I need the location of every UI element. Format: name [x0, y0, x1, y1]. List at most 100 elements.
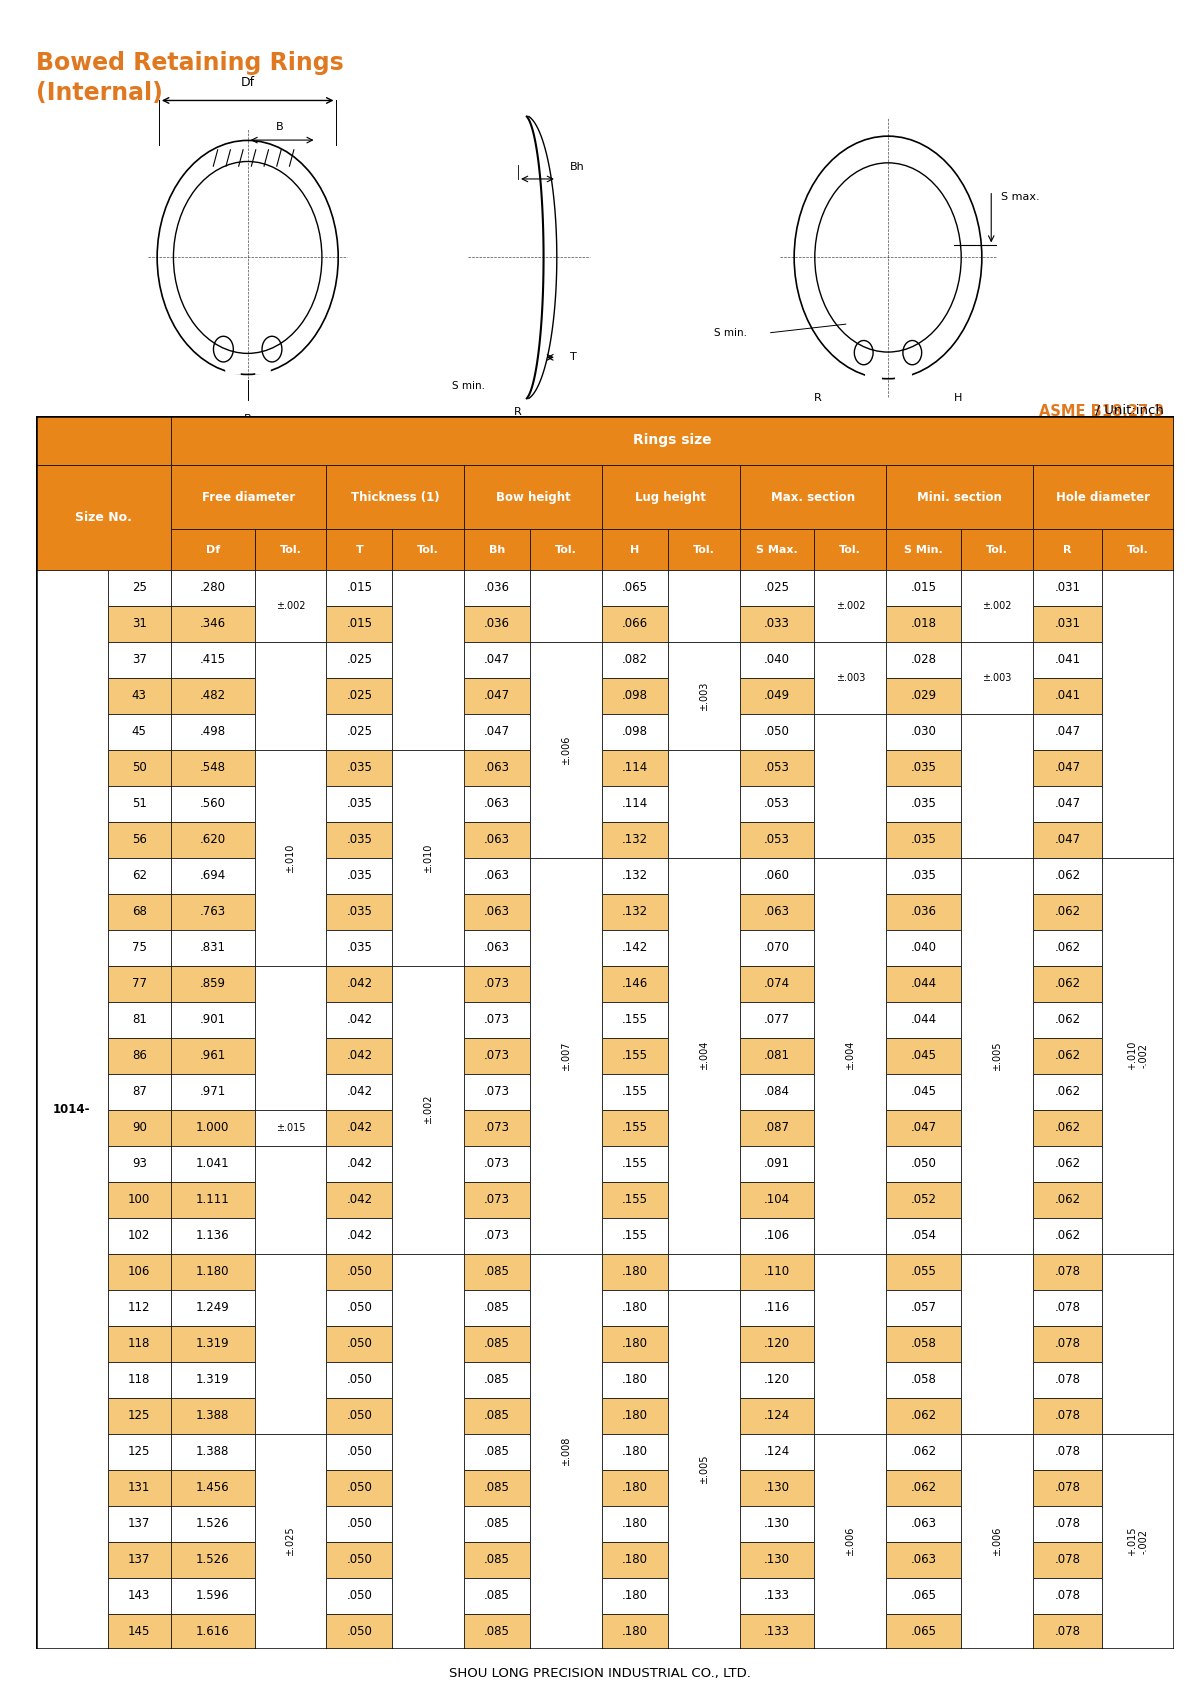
Text: .042: .042 — [347, 1013, 372, 1027]
Text: Tol.: Tol. — [839, 545, 862, 555]
Bar — [254, 750, 326, 966]
Text: .030: .030 — [911, 725, 936, 738]
Text: 1.526: 1.526 — [196, 1553, 229, 1566]
Text: ±.002: ±.002 — [276, 601, 305, 611]
Text: .050: .050 — [347, 1626, 372, 1638]
Text: Tol.: Tol. — [692, 545, 714, 555]
Bar — [1033, 1001, 1102, 1039]
Bar — [108, 1074, 170, 1110]
Bar — [464, 1541, 530, 1578]
Bar — [170, 570, 254, 606]
Bar — [464, 1110, 530, 1145]
Text: 137: 137 — [128, 1517, 150, 1531]
Text: ±.002: ±.002 — [835, 601, 865, 611]
Text: .050: .050 — [347, 1266, 372, 1278]
Text: .180: .180 — [622, 1553, 648, 1566]
Text: .120: .120 — [764, 1337, 790, 1351]
Text: .078: .078 — [1055, 1446, 1080, 1458]
Bar — [602, 859, 667, 894]
Bar — [602, 786, 667, 821]
Text: Df: Df — [241, 76, 254, 88]
Text: .042: .042 — [347, 1229, 372, 1242]
Text: .025: .025 — [347, 653, 372, 667]
Text: 93: 93 — [132, 1157, 146, 1171]
Bar — [170, 416, 1174, 465]
Bar — [1033, 1614, 1102, 1649]
Bar — [739, 465, 887, 529]
Bar — [108, 714, 170, 750]
Text: .085: .085 — [484, 1373, 510, 1386]
Bar — [108, 1434, 170, 1470]
Bar — [961, 859, 1033, 1254]
Text: .052: .052 — [911, 1193, 937, 1207]
Bar — [961, 570, 1033, 641]
Text: 137: 137 — [128, 1553, 150, 1566]
Bar — [36, 465, 170, 570]
Bar — [602, 821, 667, 859]
Bar — [108, 677, 170, 714]
Text: S Max.: S Max. — [756, 545, 798, 555]
Bar — [326, 1110, 392, 1145]
Text: .063: .063 — [484, 762, 510, 774]
Bar — [326, 1470, 392, 1505]
Bar — [170, 1290, 254, 1325]
Bar — [602, 930, 667, 966]
Text: 62: 62 — [132, 869, 146, 882]
Bar — [1033, 1325, 1102, 1361]
Text: .050: .050 — [347, 1517, 372, 1531]
Bar — [108, 1181, 170, 1218]
Bar — [739, 1039, 815, 1074]
Bar — [108, 1218, 170, 1254]
Text: 1.456: 1.456 — [196, 1481, 229, 1493]
Text: Tol.: Tol. — [986, 545, 1008, 555]
Text: .155: .155 — [622, 1193, 648, 1207]
Bar — [326, 714, 392, 750]
Bar — [170, 714, 254, 750]
Bar — [739, 1325, 815, 1361]
Bar — [170, 1470, 254, 1505]
Bar — [326, 821, 392, 859]
Bar — [108, 570, 170, 606]
Bar — [170, 641, 254, 677]
Bar — [815, 1254, 887, 1434]
Bar — [530, 1254, 602, 1649]
Text: 86: 86 — [132, 1049, 146, 1062]
Text: .077: .077 — [764, 1013, 790, 1027]
Bar — [739, 1110, 815, 1145]
Text: ±.015: ±.015 — [276, 1123, 305, 1132]
Bar — [739, 1398, 815, 1434]
Text: 106: 106 — [128, 1266, 150, 1278]
Text: ±.006: ±.006 — [992, 1527, 1002, 1556]
Bar — [326, 1039, 392, 1074]
Text: 37: 37 — [132, 653, 146, 667]
Bar — [739, 750, 815, 786]
Text: .035: .035 — [911, 833, 936, 847]
Bar — [108, 750, 170, 786]
Bar — [326, 1578, 392, 1614]
Bar — [1033, 570, 1102, 606]
Bar — [254, 641, 326, 750]
Text: .045: .045 — [911, 1049, 937, 1062]
Bar — [602, 1470, 667, 1505]
Text: 1.041: 1.041 — [196, 1157, 229, 1171]
Text: .066: .066 — [622, 618, 648, 631]
Text: 125: 125 — [128, 1446, 150, 1458]
Text: H: H — [954, 394, 962, 404]
Text: .062: .062 — [1055, 1013, 1080, 1027]
Text: .031: .031 — [1055, 582, 1080, 594]
Bar — [739, 1290, 815, 1325]
Text: 1.319: 1.319 — [196, 1373, 229, 1386]
Bar — [170, 930, 254, 966]
Text: .062: .062 — [1055, 942, 1080, 954]
Text: .041: .041 — [1055, 653, 1080, 667]
Bar — [887, 1398, 961, 1434]
Text: .050: .050 — [347, 1302, 372, 1313]
Bar — [108, 1145, 170, 1181]
Text: R: R — [1063, 545, 1072, 555]
Text: ASME B18.27.3: ASME B18.27.3 — [1039, 404, 1164, 419]
Text: .074: .074 — [764, 977, 790, 991]
Text: .763: .763 — [199, 905, 226, 918]
Bar — [602, 1361, 667, 1398]
Bar — [36, 570, 108, 1649]
Text: .180: .180 — [622, 1337, 648, 1351]
